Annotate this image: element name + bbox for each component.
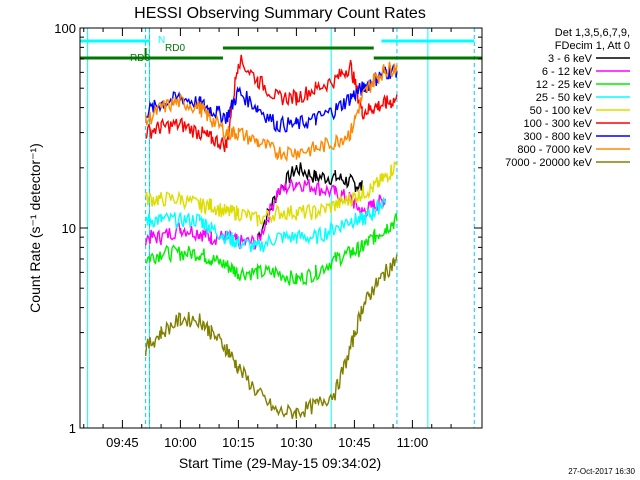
x-tick-label: 10:30 <box>280 435 313 450</box>
series-line-5 <box>144 160 398 227</box>
series-line-8 <box>144 61 398 163</box>
legend-label: 800 - 7000 keV <box>517 144 592 156</box>
x-tick-label: 10:15 <box>222 435 255 450</box>
axes: 1 10 100 09:45 10:00 10:15 10:30 10:45 11:00 <box>54 21 482 450</box>
y-tick-label: 10 <box>62 221 76 236</box>
series-line-3 <box>145 213 398 286</box>
y-axis-label: Count Rate (s⁻¹ detector⁻¹) <box>27 143 43 313</box>
legend-label: 7000 - 20000 keV <box>505 157 593 169</box>
legend-label: 25 - 50 keV <box>536 92 593 104</box>
x-tick-label: 11:00 <box>397 435 429 450</box>
flag-annotation-label: RD0 <box>165 43 185 54</box>
legend-label: 50 - 100 keV <box>530 105 593 117</box>
series-line-6 <box>145 54 398 153</box>
timestamp: 27-Oct-2017 16:30 <box>568 467 635 476</box>
y-tick-label: 100 <box>54 21 76 36</box>
legend-label: 3 - 6 keV <box>548 53 593 65</box>
y-tick-label: 1 <box>69 421 76 436</box>
legend-label: 100 - 300 keV <box>524 118 593 130</box>
legend-header: Det 1,3,5,6,7,9, <box>555 27 630 39</box>
series-line-4 <box>144 196 386 253</box>
legend-header: FDecim 1, Att 0 <box>555 40 630 52</box>
series-line-7 <box>145 64 398 133</box>
x-axis-label: Start Time (29-May-15 09:34:02) <box>179 455 381 471</box>
plot-frame <box>79 27 483 429</box>
chart-title: HESSI Observing Summary Count Rates <box>134 5 426 22</box>
series-line-9 <box>144 254 398 419</box>
legend-label: 12 - 25 keV <box>536 79 593 91</box>
x-tick-label: 10:00 <box>164 435 197 450</box>
x-tick-label: 10:45 <box>338 435 371 450</box>
legend-label: 300 - 800 keV <box>524 131 593 143</box>
legend-label: 6 - 12 keV <box>542 66 593 78</box>
flag-annotation-label: N <box>158 35 165 46</box>
series-line-2 <box>144 178 386 250</box>
flag-annotation-label: RD0 <box>130 53 150 64</box>
x-tick-label: 09:45 <box>106 435 139 450</box>
legend: Det 1,3,5,6,7,9,FDecim 1, Att 03 - 6 keV… <box>505 27 630 169</box>
